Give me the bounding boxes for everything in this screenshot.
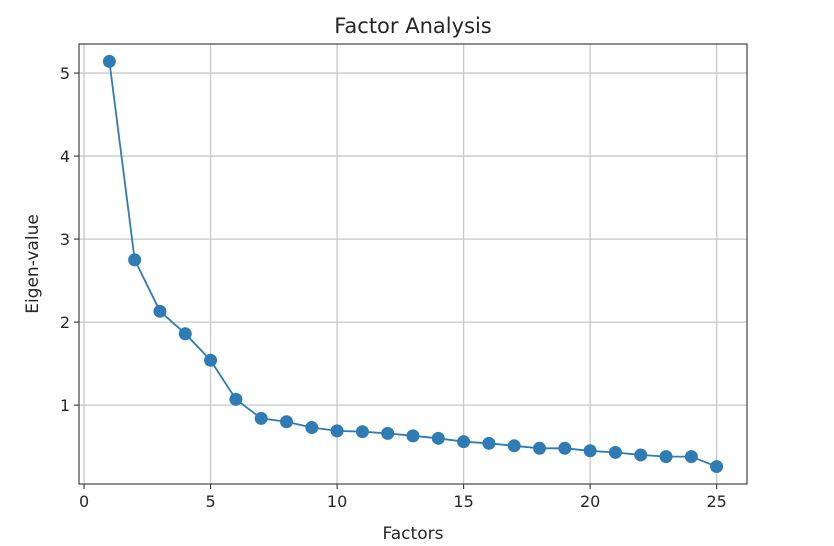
data-point bbox=[305, 421, 319, 435]
x-tick-label: 15 bbox=[453, 492, 473, 511]
data-point bbox=[355, 425, 369, 439]
data-point bbox=[279, 415, 293, 429]
data-point bbox=[431, 431, 445, 445]
y-tick-label: 3 bbox=[60, 230, 70, 249]
data-point bbox=[178, 327, 192, 341]
x-axis-label: Factors bbox=[383, 524, 444, 544]
data-point bbox=[229, 392, 243, 406]
y-axis-label: Eigen-value bbox=[23, 214, 43, 314]
grid-lines bbox=[79, 44, 747, 484]
series-line bbox=[108, 61, 717, 468]
chart-title: Factor Analysis bbox=[334, 14, 491, 38]
data-point bbox=[533, 441, 547, 455]
y-tick-labels: 1 2 3 4 5 bbox=[60, 64, 70, 415]
x-tick-label: 5 bbox=[205, 492, 215, 511]
data-point bbox=[204, 353, 218, 367]
x-tick-label: 25 bbox=[706, 492, 726, 511]
x-tick-labels: 0 5 10 15 20 25 bbox=[79, 492, 727, 511]
data-point bbox=[507, 439, 521, 453]
data-point bbox=[634, 448, 648, 462]
data-point bbox=[583, 444, 597, 458]
data-point bbox=[153, 304, 167, 318]
tick-marks bbox=[74, 72, 718, 489]
series-layer bbox=[102, 54, 724, 474]
x-tick-label: 0 bbox=[79, 492, 89, 511]
data-point bbox=[684, 450, 698, 464]
y-tick-label: 4 bbox=[60, 147, 70, 166]
y-tick-label: 2 bbox=[60, 313, 70, 332]
y-tick-label: 1 bbox=[60, 396, 70, 415]
data-point bbox=[254, 411, 268, 425]
data-point bbox=[128, 253, 142, 267]
x-tick-label: 20 bbox=[580, 492, 600, 511]
data-point bbox=[710, 460, 724, 474]
data-point bbox=[659, 450, 673, 464]
data-point bbox=[558, 441, 572, 455]
plot-frame bbox=[78, 43, 748, 485]
y-tick-label: 5 bbox=[60, 64, 70, 83]
data-point bbox=[330, 424, 344, 438]
data-point bbox=[608, 445, 622, 459]
data-point bbox=[406, 429, 420, 443]
data-point bbox=[482, 436, 496, 450]
x-tick-label: 10 bbox=[327, 492, 347, 511]
data-point bbox=[381, 426, 395, 440]
data-point bbox=[102, 54, 116, 68]
data-point bbox=[457, 435, 471, 449]
